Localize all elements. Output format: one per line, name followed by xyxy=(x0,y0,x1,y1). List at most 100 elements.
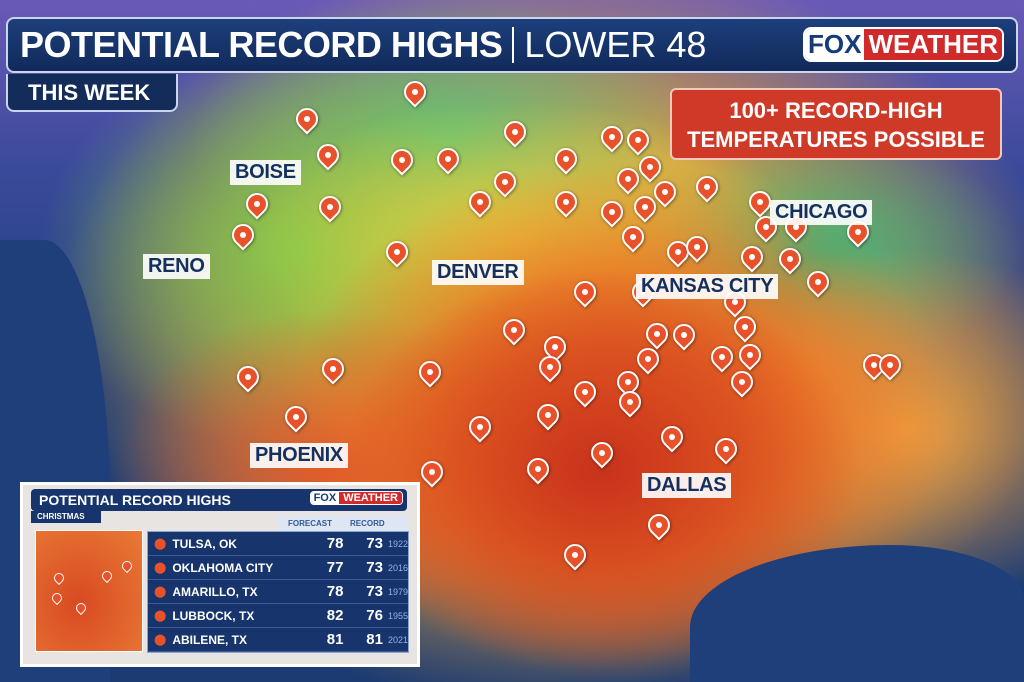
forecast-value: 77 xyxy=(326,559,344,576)
map-pin-icon[interactable] xyxy=(617,221,649,253)
record-value: 73 xyxy=(366,559,383,576)
title-banner: POTENTIAL RECORD HIGHS LOWER 48 FOX WEAT… xyxy=(6,17,1018,73)
map-pin-icon[interactable] xyxy=(532,399,564,431)
map-pin-icon[interactable] xyxy=(774,243,806,275)
city-label-kansas-city: KANSAS CITY xyxy=(636,274,779,299)
map-pin-icon[interactable] xyxy=(569,276,601,308)
record-value: 73 xyxy=(366,535,383,552)
map-pin-icon[interactable] xyxy=(802,266,834,298)
forecast-value: 81 xyxy=(326,631,344,648)
map-pin-icon xyxy=(119,558,135,574)
table-header: FORECAST RECORD xyxy=(278,515,408,531)
city-name: AMARILLO, TX xyxy=(172,584,258,599)
map-pin-icon[interactable] xyxy=(596,196,628,228)
map-pin-icon: ⬤ xyxy=(154,610,167,622)
table-row: ⬤ ABILENE, TX 81 81 2021 xyxy=(148,628,408,652)
record-year: 2016 xyxy=(387,562,408,573)
divider xyxy=(512,27,515,63)
map-pin-icon[interactable] xyxy=(464,186,496,218)
table-row: ⬤ LUBBOCK, TX 82 76 1955 xyxy=(148,604,408,628)
map-pin-icon[interactable] xyxy=(641,318,673,350)
map-pin-icon xyxy=(51,570,67,586)
record-year: 1922 xyxy=(387,538,408,549)
map-pin-icon[interactable] xyxy=(499,116,531,148)
table-row: ⬤ AMARILLO, TX 78 73 1979 xyxy=(148,580,408,604)
map-pin-icon[interactable] xyxy=(414,356,446,388)
forecast-value: 82 xyxy=(326,607,344,624)
fox-weather-logo: FOX WEATHER xyxy=(309,491,403,505)
table-row: ⬤ TULSA, OK 78 73 1922 xyxy=(148,532,408,556)
map-pin-icon[interactable] xyxy=(559,539,591,571)
map-pin-icon[interactable] xyxy=(668,319,700,351)
map-pin-icon[interactable] xyxy=(632,343,664,375)
map-pin-icon[interactable] xyxy=(399,76,431,108)
map-pin-icon[interactable] xyxy=(569,376,601,408)
map-pin-icon[interactable] xyxy=(241,188,273,220)
record-year: 1979 xyxy=(387,586,408,597)
inset-title-bar: POTENTIAL RECORD HIGHS FOX WEATHER xyxy=(31,489,407,511)
map-pin-icon[interactable] xyxy=(386,144,418,176)
map-pin-icon[interactable] xyxy=(432,143,464,175)
gulf-of-mexico xyxy=(690,545,1024,682)
table-row: ⬤ OKLAHOMA CITY 77 73 2016 xyxy=(148,556,408,580)
record-year: 2021 xyxy=(387,634,408,645)
map-pin-icon[interactable] xyxy=(317,353,349,385)
city-name: OKLAHOMA CITY xyxy=(172,560,274,575)
forecast-value: 78 xyxy=(326,535,344,552)
map-pin-icon[interactable] xyxy=(736,241,768,273)
city-label-chicago: CHICAGO xyxy=(770,200,873,225)
christmas-inset: POTENTIAL RECORD HIGHS FOX WEATHER CHRIS… xyxy=(20,482,420,667)
map-pin-icon[interactable] xyxy=(643,509,675,541)
map-pin-icon xyxy=(99,568,115,584)
map-pin-icon[interactable] xyxy=(312,139,344,171)
map-pin-icon[interactable] xyxy=(280,401,312,433)
map-pin-icon: ⬤ xyxy=(154,562,167,574)
map-pin-icon[interactable] xyxy=(227,219,259,251)
city-label-denver: DENVER xyxy=(432,260,524,285)
period-tag: THIS WEEK xyxy=(6,74,178,112)
record-value: 81 xyxy=(366,631,383,648)
map-pin-icon[interactable] xyxy=(291,103,323,135)
map-pin-icon[interactable] xyxy=(498,314,530,346)
map-pin-icon[interactable] xyxy=(656,421,688,453)
map-pin-icon[interactable] xyxy=(726,366,758,398)
map-pin-icon[interactable] xyxy=(550,186,582,218)
map-pin-icon[interactable] xyxy=(596,121,628,153)
map-pin-icon[interactable] xyxy=(734,339,766,371)
map-pin-icon[interactable] xyxy=(614,386,646,418)
inset-map xyxy=(35,530,143,652)
city-name: ABILENE, TX xyxy=(172,632,247,647)
map-pin-icon xyxy=(49,590,65,606)
city-label-reno: RENO xyxy=(143,254,210,279)
map-pin-icon[interactable] xyxy=(706,341,738,373)
map-pin-icon[interactable] xyxy=(232,361,264,393)
map-pin-icon[interactable] xyxy=(691,171,723,203)
record-year: 1955 xyxy=(387,610,408,621)
city-name: LUBBOCK, TX xyxy=(172,608,255,623)
map-pin-icon: ⬤ xyxy=(154,586,167,598)
map-pin-icon[interactable] xyxy=(622,124,654,156)
map-pin-icon: ⬤ xyxy=(154,538,167,550)
map-pin-icon[interactable] xyxy=(522,453,554,485)
record-value: 76 xyxy=(366,607,383,624)
map-pin-icon[interactable] xyxy=(550,143,582,175)
city-label-boise: BOISE xyxy=(230,160,301,185)
map-pin-icon[interactable] xyxy=(464,411,496,443)
map-pin-icon[interactable] xyxy=(586,437,618,469)
map-pin-icon xyxy=(73,600,89,616)
city-label-phoenix: PHOENIX xyxy=(250,443,348,468)
fox-weather-logo: FOX WEATHER xyxy=(803,27,1004,62)
page-subtitle: LOWER 48 xyxy=(524,24,707,65)
map-pin-icon[interactable] xyxy=(710,433,742,465)
record-callout: 100+ RECORD-HIGH TEMPERATURES POSSIBLE xyxy=(670,88,1002,160)
map-pin-icon[interactable] xyxy=(489,166,521,198)
map-pin-icon[interactable] xyxy=(314,191,346,223)
record-value: 73 xyxy=(366,583,383,600)
records-table: ⬤ TULSA, OK 78 73 1922 ⬤ OKLAHOMA CITY 77 73 2016… xyxy=(147,531,409,653)
map-pin-icon[interactable] xyxy=(416,456,448,488)
city-label-dallas: DALLAS xyxy=(642,473,732,498)
map-pin-icon: ⬤ xyxy=(154,634,167,646)
map-pin-icon[interactable] xyxy=(381,236,413,268)
page-title: POTENTIAL RECORD HIGHS xyxy=(20,24,503,65)
